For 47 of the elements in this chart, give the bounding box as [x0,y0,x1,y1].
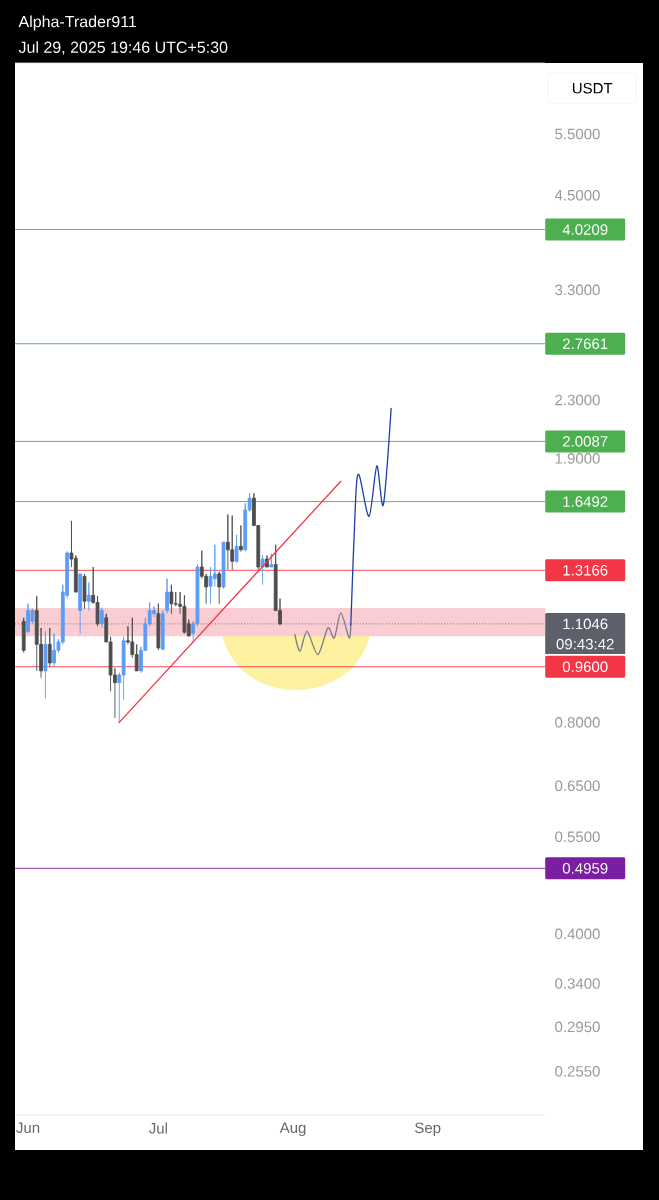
candlestick [156,603,161,651]
chart-subtitle: Jul 29, 2025 19:46 UTC+5:30 [18,41,228,55]
candlestick [78,573,83,635]
candlestick [47,627,52,668]
y-tick-label: 0.4000 [555,928,600,940]
y-tick-label: 0.6500 [555,780,600,792]
candlestick [230,515,235,571]
candlestick [234,534,239,564]
y-tick-label: 2.3000 [555,394,600,406]
x-tick-label: Sep [415,1122,441,1137]
y-tick-label: 4.5000 [554,189,600,201]
ref-line-label: 0.4959 [562,863,608,874]
ref-line-label: 1.3166 [563,565,608,576]
candlestick [21,617,26,654]
y-tick-label: 0.3400 [555,978,600,989]
ref-line-label: 4.0209 [562,224,608,235]
chart-title: Alpha-Trader911 [18,15,137,31]
candlestick [100,607,104,629]
candlestick [43,630,48,699]
x-tick-label: Aug [279,1122,306,1136]
x-tick-label: Jun [16,1122,40,1133]
y-tick-label: 0.5500 [555,831,600,843]
candlestick [26,603,30,635]
candlestick [221,541,226,590]
candlestick [225,514,230,571]
candlestick [169,584,174,615]
candlestick [82,573,87,610]
y-tick-label: 0.2950 [555,1021,600,1033]
y-tick-label: 3.3000 [555,284,600,296]
y-tick-label: 1.9000 [555,453,600,464]
text: 09:43:42 [556,638,614,650]
text: USDT [572,82,613,94]
ref-line-label: 2.0087 [563,436,608,447]
y-tick-label: 0.8000 [555,717,600,728]
candlestick [217,571,222,605]
y-tick-label: 5.5000 [555,128,600,140]
candlestick [86,582,91,611]
ref-line-label: 0.9600 [562,661,608,673]
ref-line-label: 2.7661 [563,338,608,350]
candlestick [182,594,187,635]
y-tick-label: 0.2550 [555,1066,600,1077]
ref-line-label: 1.1046 [563,618,608,630]
line-series [350,407,392,626]
x-tick-label: Jul [149,1122,167,1134]
candlestick [239,525,243,553]
candlestick [269,553,274,568]
ref-line-label: 1.6492 [563,496,608,507]
